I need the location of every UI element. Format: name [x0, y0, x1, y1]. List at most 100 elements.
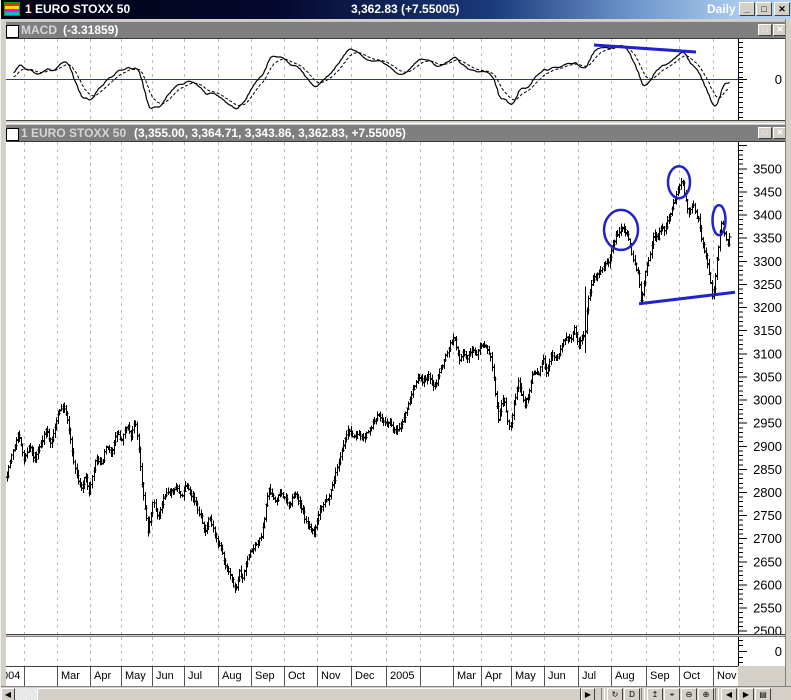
- price-panel-titlebar: 1 EURO STOXX 50 (3,355.00, 3,364.71, 3,3…: [1, 124, 791, 142]
- macd-title: MACD: [21, 23, 57, 37]
- svg-text:3150: 3150: [753, 323, 782, 338]
- svg-text:0: 0: [775, 72, 782, 87]
- x-axis-month-label: 2005: [390, 670, 415, 682]
- x-axis-tick: [679, 667, 680, 687]
- x-axis-tick: [284, 667, 285, 687]
- window-title-period: Daily: [707, 2, 736, 16]
- x-axis-month-label: Sep: [255, 670, 275, 682]
- svg-text:2700: 2700: [753, 531, 782, 546]
- x-axis-month-label: Oct: [683, 670, 701, 682]
- scroll-left-button[interactable]: ◀: [1, 688, 15, 700]
- x-axis-tick: [152, 667, 153, 687]
- panel-separator: [1, 120, 791, 124]
- svg-text:2800: 2800: [753, 485, 782, 500]
- x-axis-tick: [386, 667, 387, 687]
- volume-axis: 0: [738, 637, 785, 666]
- scrollbar-track[interactable]: [15, 688, 37, 700]
- x-axis-month-label: Oct: [288, 670, 306, 682]
- scrollbar-thumb[interactable]: [37, 688, 581, 700]
- x-axis-month-label: Aug: [222, 670, 242, 682]
- x-axis-month-label: Nov: [321, 670, 341, 682]
- x-axis-month-label: May: [125, 670, 146, 682]
- x-axis-tick: [24, 667, 25, 687]
- x-axis-tick: [544, 667, 545, 687]
- macd-value: (-3.31859): [63, 23, 119, 37]
- svg-text:3000: 3000: [753, 393, 782, 408]
- volume-separator: [1, 634, 791, 637]
- x-axis-tick: [57, 667, 58, 687]
- zoom-in-button[interactable]: ⊕: [698, 688, 714, 700]
- x-axis-month-label: Sep: [650, 670, 670, 682]
- svg-text:3200: 3200: [753, 300, 782, 315]
- svg-text:3350: 3350: [753, 231, 782, 246]
- x-axis-month-label: Dec: [355, 670, 375, 682]
- price-restore-button[interactable]: □: [758, 127, 772, 139]
- price-value: (3,355.00, 3,364.71, 3,343.86, 3,362.83,…: [134, 126, 406, 140]
- x-axis-month-label: Jul: [188, 670, 203, 682]
- svg-text:3100: 3100: [753, 346, 782, 361]
- zoom-out-button[interactable]: ⊖: [681, 688, 697, 700]
- x-axis-tick: [121, 667, 122, 687]
- maximize-button[interactable]: □: [756, 2, 772, 16]
- minimize-button[interactable]: _: [739, 2, 755, 16]
- svg-text:3250: 3250: [753, 277, 782, 292]
- close-button[interactable]: ✕: [774, 2, 790, 16]
- x-axis-tick: [481, 667, 482, 687]
- x-axis-tick: [578, 667, 579, 687]
- svg-text:3450: 3450: [753, 184, 782, 199]
- refresh-button[interactable]: ↻: [607, 688, 623, 700]
- svg-text:2950: 2950: [753, 416, 782, 431]
- volume-plot: [6, 637, 738, 666]
- macd-checkbox-icon[interactable]: [6, 25, 19, 38]
- x-axis-month-label: Mar: [457, 670, 476, 682]
- x-axis-tick: [251, 667, 252, 687]
- window-right-border: [785, 19, 791, 700]
- bottom-toolbar: ◀ ▶ ↻ D ↥ ⌖ ⊖ ⊕ ◀ ▶ ▤: [1, 686, 791, 700]
- svg-text:3400: 3400: [753, 208, 782, 223]
- x-axis-tick: [453, 667, 454, 687]
- price-axis: 2500 2550 2600 2650 2700 2750 2800 2850 2900 2950…: [738, 142, 785, 634]
- x-axis-labels: 004 Mar Apr May Jun Jul Aug Sep Oct Nov Dec 2005 Mar…: [1, 666, 738, 687]
- x-axis-month-label: Apr: [485, 670, 503, 682]
- macd-axis: 0: [738, 39, 785, 120]
- x-axis-month-label: Jul: [582, 670, 597, 682]
- x-axis-tick: [90, 667, 91, 687]
- svg-text:0: 0: [775, 644, 782, 659]
- x-axis-tick: [218, 667, 219, 687]
- x-axis-month-label: Apr: [94, 670, 112, 682]
- toolbar-separator: [715, 688, 719, 700]
- pan-right-button[interactable]: ▶: [738, 688, 754, 700]
- mode-d-button[interactable]: D: [624, 688, 640, 700]
- x-axis-tick: [713, 667, 714, 687]
- pointer-up-button[interactable]: ↥: [647, 688, 663, 700]
- macd-restore-button[interactable]: □: [758, 24, 772, 36]
- crosshair-button[interactable]: ⌖: [664, 688, 680, 700]
- x-axis-tick: [184, 667, 185, 687]
- price-plot[interactable]: [6, 142, 738, 634]
- svg-text:3300: 3300: [753, 254, 782, 269]
- macd-plot[interactable]: [6, 39, 738, 120]
- svg-text:2600: 2600: [753, 578, 782, 593]
- x-axis-tick: [646, 667, 647, 687]
- data-window-button[interactable]: ▤: [755, 688, 771, 700]
- x-axis-month-label: Aug: [615, 670, 635, 682]
- window-title-quote: 3,362.83 (+7.55005): [351, 2, 460, 16]
- x-axis-month-label: Mar: [61, 670, 80, 682]
- x-axis-month-label: Jun: [156, 670, 174, 682]
- macd-panel-titlebar: MACD (-3.31859) □ ✕: [1, 21, 791, 39]
- x-axis-tick: [511, 667, 512, 687]
- x-axis-month-label: Jun: [548, 670, 566, 682]
- x-axis-tick: [317, 667, 318, 687]
- svg-text:3500: 3500: [753, 161, 782, 176]
- price-checkbox-icon[interactable]: [6, 128, 19, 141]
- x-axis-month-label: May: [515, 670, 536, 682]
- pan-left-button[interactable]: ◀: [721, 688, 737, 700]
- svg-text:2900: 2900: [753, 439, 782, 454]
- scroll-right-button[interactable]: ▶: [581, 688, 595, 700]
- x-axis-month-label: Nov: [717, 670, 737, 682]
- svg-text:2550: 2550: [753, 601, 782, 616]
- svg-text:3050: 3050: [753, 369, 782, 384]
- svg-text:2500: 2500: [753, 624, 782, 634]
- window-titlebar: 1 EURO STOXX 50 3,362.83 (+7.55005) Dail…: [1, 0, 791, 19]
